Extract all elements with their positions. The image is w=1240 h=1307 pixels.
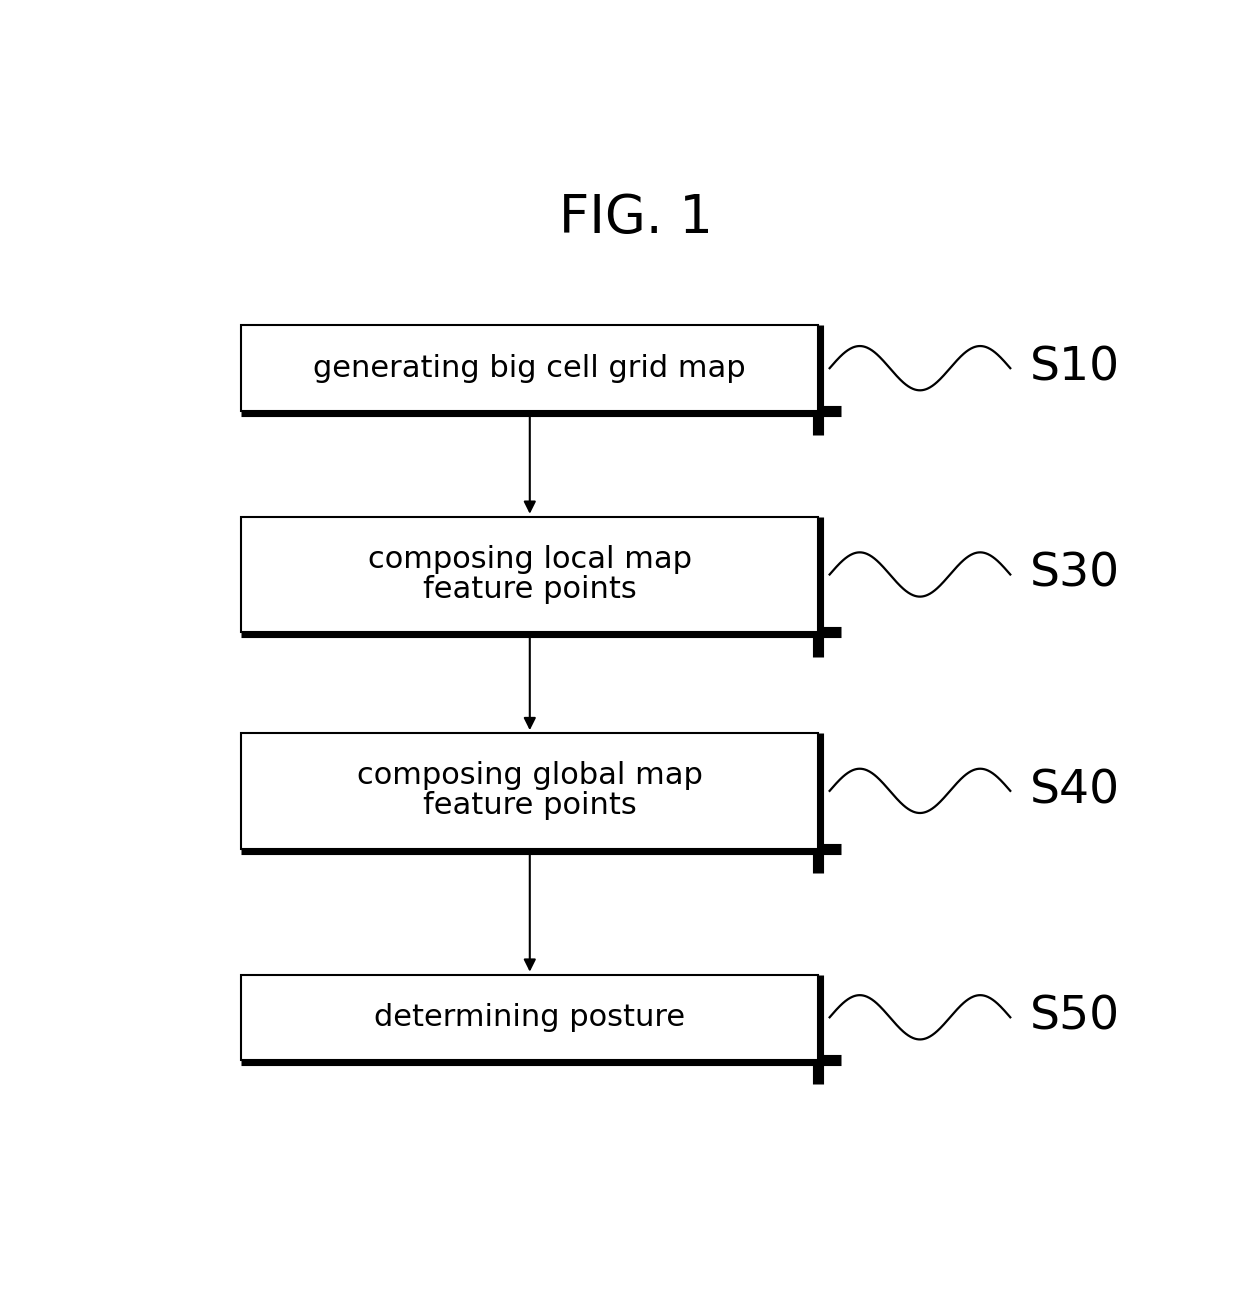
Text: determining posture: determining posture	[374, 1002, 686, 1031]
Text: S50: S50	[1029, 995, 1120, 1040]
Text: composing local map: composing local map	[368, 545, 692, 574]
Bar	[242, 516, 818, 633]
Bar	[242, 975, 818, 1060]
Text: FIG. 1: FIG. 1	[558, 192, 713, 244]
Text: S10: S10	[1029, 345, 1120, 391]
Bar	[242, 325, 818, 410]
Bar	[242, 733, 818, 848]
Text: feature points: feature points	[423, 792, 636, 821]
Text: feature points: feature points	[423, 575, 636, 604]
Text: S40: S40	[1029, 769, 1120, 813]
Text: generating big cell grid map: generating big cell grid map	[314, 354, 746, 383]
Text: composing global map: composing global map	[357, 761, 703, 791]
Text: S30: S30	[1029, 552, 1120, 597]
